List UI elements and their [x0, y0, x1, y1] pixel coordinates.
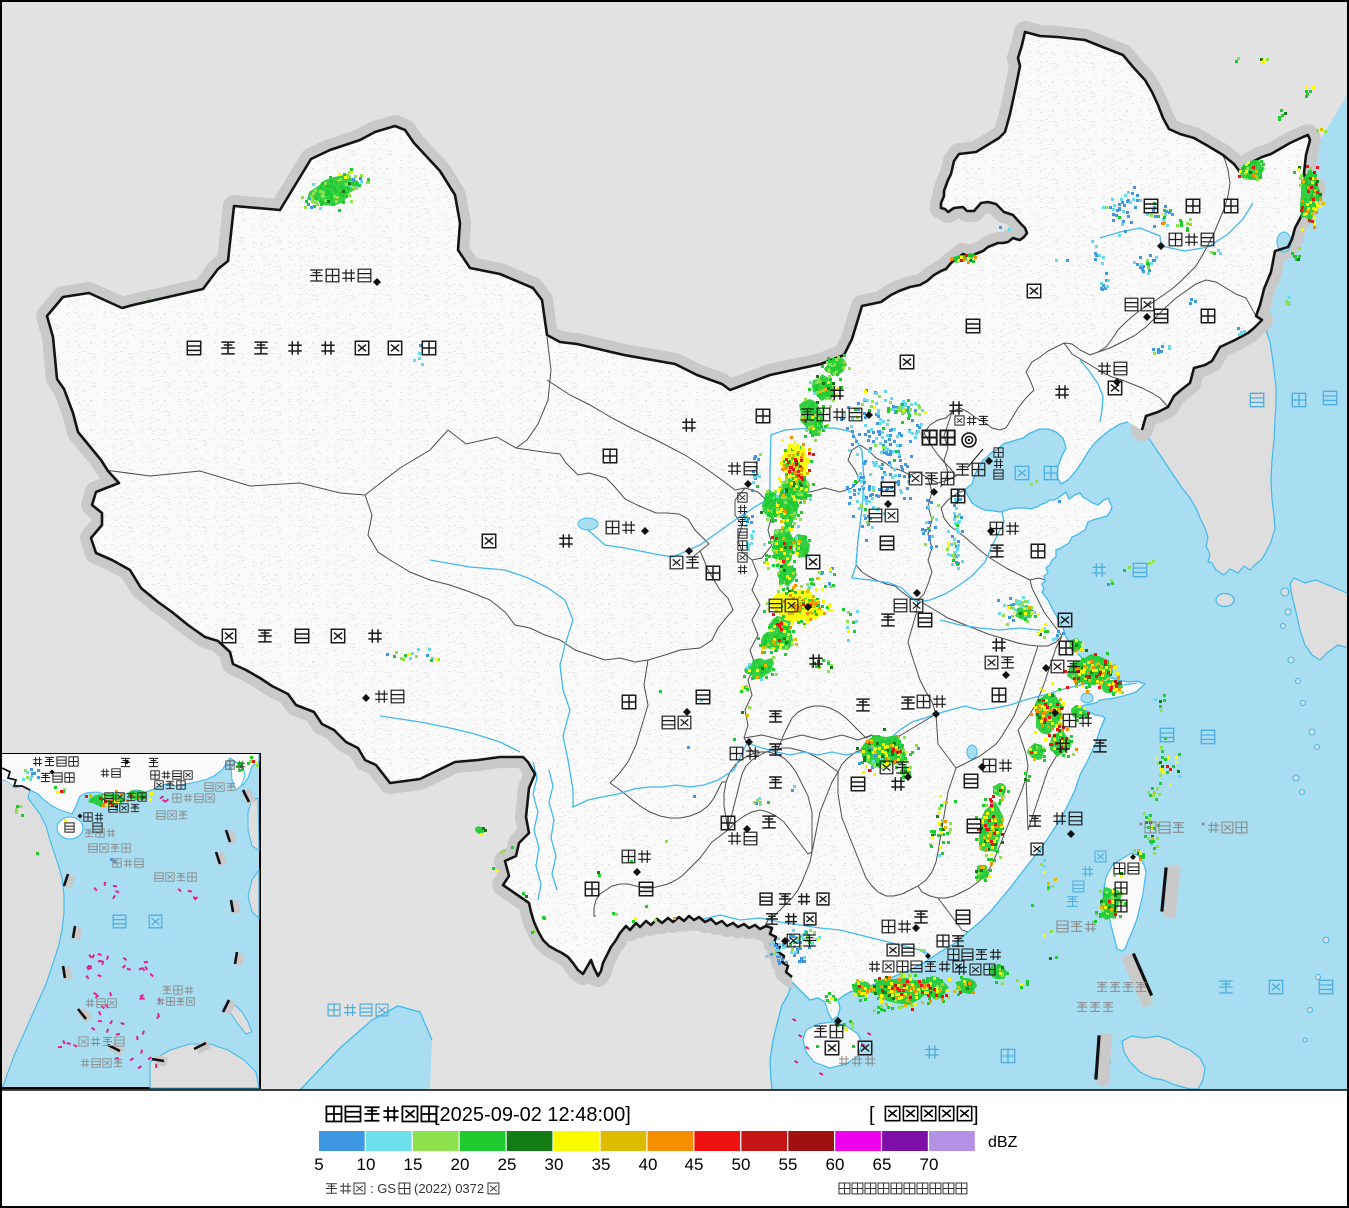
svg-text:65: 65 [873, 1155, 892, 1174]
svg-text:]: ] [973, 1104, 979, 1126]
svg-text:[: [ [869, 1104, 875, 1126]
svg-text:40: 40 [639, 1155, 658, 1174]
svg-text:35: 35 [592, 1155, 611, 1174]
svg-text:dBZ: dBZ [988, 1134, 1018, 1151]
svg-text:: GS: : GS [370, 1181, 396, 1196]
svg-text:60: 60 [826, 1155, 845, 1174]
svg-text:55: 55 [779, 1155, 798, 1174]
svg-text:5: 5 [314, 1155, 323, 1174]
svg-text:50: 50 [732, 1155, 751, 1174]
svg-text:30: 30 [545, 1155, 564, 1174]
svg-text:(2022) 0372: (2022) 0372 [414, 1181, 484, 1196]
svg-text:25: 25 [498, 1155, 517, 1174]
svg-text:15: 15 [404, 1155, 423, 1174]
svg-text:[2025-09-02 12:48:00]: [2025-09-02 12:48:00] [434, 1104, 631, 1126]
svg-text:20: 20 [451, 1155, 470, 1174]
svg-text:10: 10 [357, 1155, 376, 1174]
svg-text:70: 70 [920, 1155, 939, 1174]
svg-text:45: 45 [685, 1155, 704, 1174]
